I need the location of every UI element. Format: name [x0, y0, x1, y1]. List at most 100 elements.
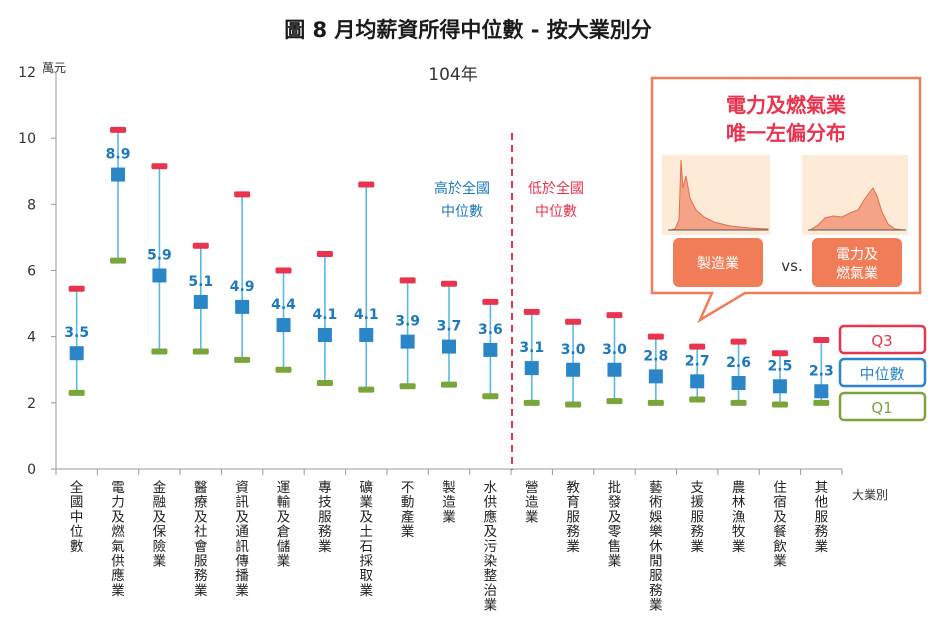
median-marker: [814, 384, 829, 399]
q3-marker: [399, 277, 416, 284]
zone-below-line1: 低於全國: [528, 180, 584, 197]
q3-marker: [606, 312, 623, 319]
q3-marker: [813, 336, 830, 343]
q1-marker: [151, 348, 168, 355]
median-value-label: 3.0: [561, 342, 586, 358]
median-marker: [276, 318, 291, 333]
legend-median-label: 中位數: [859, 365, 904, 383]
callout-title-line2: 唯一左偏分布: [726, 121, 846, 145]
y-unit: 萬元: [42, 61, 66, 75]
q3-marker: [771, 350, 788, 357]
electricity-label-line1: 電力及: [836, 247, 878, 263]
median-marker: [607, 362, 622, 377]
median-marker: [566, 362, 581, 377]
q1-marker: [275, 366, 292, 373]
category-labels: 全國中位數 電力及燃氣供應業 金融及保險業 醫療及社會服務業 資訊及通訊傳播業 運輸及倉儲…: [70, 479, 829, 614]
q1-marker: [358, 386, 375, 393]
q3-marker: [482, 298, 499, 305]
median-marker: [524, 361, 539, 376]
median-marker: [235, 299, 250, 314]
callout-title-line1: 電力及燃氣業: [726, 93, 847, 117]
category-label: 電力及燃氣供應業: [111, 480, 125, 599]
vs-label: vs.: [781, 257, 802, 275]
median-marker: [648, 369, 663, 384]
median-value-label: 3.1: [519, 340, 544, 356]
category-label: 全國中位數: [70, 479, 84, 555]
median-value-label: 2.6: [726, 355, 751, 371]
category-label: 製造業: [442, 480, 456, 525]
chart-title: 圖 8 月均薪資所得中位數 - 按大業別分: [284, 18, 652, 42]
median-value-label: 4.4: [271, 297, 296, 313]
q3-marker: [565, 318, 582, 325]
q1-marker: [441, 381, 457, 388]
category-label: 教育服務業: [566, 480, 580, 555]
q1-marker: [110, 257, 127, 264]
legend-median-box: [838, 357, 927, 388]
q1-marker: [234, 356, 251, 363]
q1-marker: [647, 399, 664, 406]
q3-marker: [316, 250, 333, 257]
median-value-label: 4.1: [354, 307, 379, 323]
median-value-label: 3.6: [478, 322, 503, 338]
median-marker: [400, 334, 415, 349]
category-label: 藝術娛樂休閒服務業: [649, 480, 663, 614]
q1-marker: [771, 401, 788, 408]
median-value-label: 2.8: [643, 348, 668, 364]
plot-marks: 3.5 8.9 5.9 5.1 4.9 4.4 4.1 4.1 3.9 3.7 3.6 3.1 3.0 3…: [64, 126, 834, 408]
callout: 電力及燃氣業 唯一左偏分布 製造業 vs. 電力及 燃氣業: [650, 76, 922, 324]
category-label: 其他服務業: [815, 480, 829, 555]
q1-marker: [523, 399, 540, 406]
category-label: 批發及零售業: [608, 480, 622, 570]
y-tick-label: 8: [27, 197, 36, 213]
median-marker: [317, 328, 332, 343]
q3-marker: [110, 126, 127, 133]
median-marker: [772, 379, 787, 394]
zone-below-line2: 中位數: [535, 204, 577, 220]
median-value-label: 8.9: [106, 147, 131, 163]
median-value-label: 3.7: [437, 319, 462, 335]
q1-marker: [565, 401, 582, 408]
y-tick-label: 6: [27, 264, 36, 280]
median-marker: [442, 339, 456, 354]
median-value-label: 4.9: [230, 279, 255, 295]
legend-q3-label: Q3: [871, 332, 892, 350]
year-label: 104年: [428, 65, 477, 85]
q1-marker: [482, 393, 499, 400]
legend: Q3 中位數 Q1: [838, 324, 927, 422]
x-axis-title: 大業別: [852, 488, 888, 502]
q1-marker: [192, 348, 209, 355]
median-value-label: 3.9: [395, 314, 420, 330]
q3-marker: [275, 267, 292, 274]
category-label: 醫療及社會服務業: [194, 480, 208, 599]
q3-marker: [689, 343, 706, 350]
q3-marker: [647, 333, 664, 340]
category-label: 農林漁牧業: [732, 480, 746, 555]
median-marker: [111, 167, 126, 182]
q3-marker: [192, 242, 209, 249]
category-label: 水供應及污染整治業: [484, 480, 498, 614]
q3-marker: [358, 181, 375, 188]
median-marker: [152, 268, 167, 283]
category-label: 專技服務業: [318, 480, 332, 555]
category-label: 金融及保險業: [153, 480, 167, 570]
category-label: 礦業及土石採取業: [360, 479, 374, 599]
median-value-label: 5.9: [147, 247, 172, 263]
median-marker: [359, 328, 374, 343]
median-value-label: 2.3: [809, 363, 834, 379]
q3-marker: [68, 285, 85, 292]
legend-q1-label: Q1: [871, 399, 892, 417]
y-tick-label: 10: [18, 131, 36, 147]
q1-marker: [399, 383, 416, 390]
median-value-label: 3.0: [602, 342, 627, 358]
median-value-label: 4.1: [312, 307, 337, 323]
category-label: 不動產業: [401, 480, 415, 540]
median-value-label: 3.5: [64, 325, 89, 341]
axes: 0 2 4 6 8 10 12: [18, 65, 843, 478]
q3-marker: [151, 163, 168, 170]
q3-marker: [234, 191, 251, 198]
median-marker: [483, 342, 498, 357]
legend-q3-box: [838, 324, 927, 355]
q1-marker: [316, 379, 333, 386]
category-label: 營造業: [525, 480, 539, 525]
